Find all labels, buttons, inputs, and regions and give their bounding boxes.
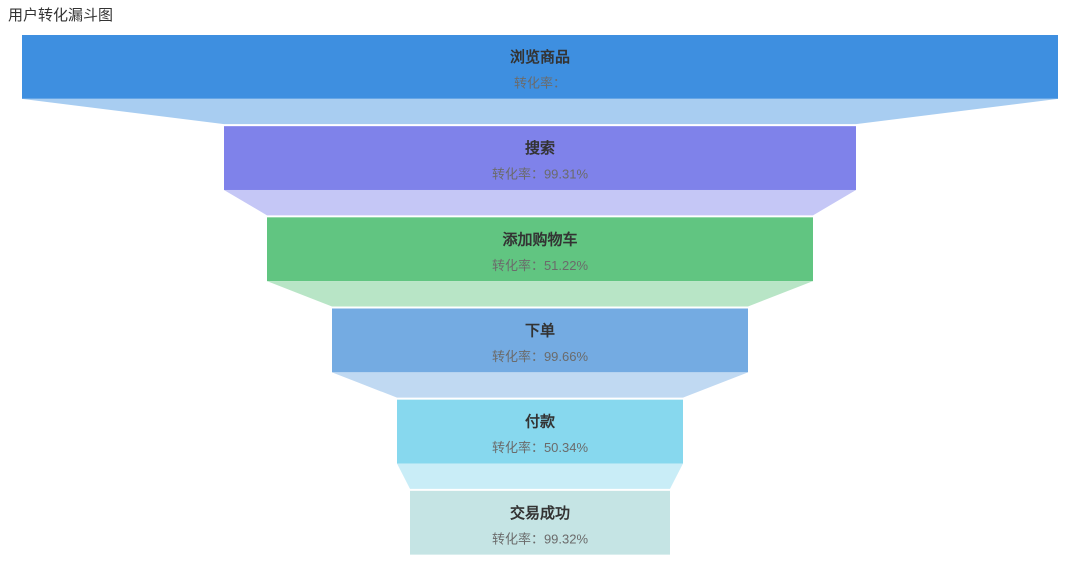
funnel-stage-label: 下单 [525, 321, 555, 339]
funnel-stage-label: 搜索 [525, 139, 555, 157]
funnel-stage-label: 添加购物车 [502, 230, 577, 248]
funnel-chart: 用户转化漏斗图 浏览商品转化率：搜索转化率：99.31%添加购物车转化率：51.… [0, 0, 1080, 588]
funnel-connector-3 [332, 372, 748, 397]
funnel-stage-rate: 转化率：99.31% [492, 167, 589, 182]
funnel-stage-rate: 转化率：99.32% [492, 531, 589, 546]
funnel-stage-rate: 转化率：99.66% [492, 349, 589, 364]
funnel-connector-4 [397, 463, 683, 488]
funnel-connector-1 [224, 190, 856, 215]
funnel-stage-rate: 转化率：51.22% [492, 258, 589, 273]
funnel-stage-rate: 转化率：50.34% [492, 440, 589, 455]
funnel-svg: 浏览商品转化率： 搜索转化率：99.31% 添加购物车转化率：51.22% 下单转化率… [0, 0, 1080, 588]
funnel-stage-rate: 转化率： [514, 76, 566, 91]
funnel-stage-label: 付款 [525, 413, 556, 431]
funnel-stage-label: 交易成功 [510, 504, 570, 522]
funnel-connector-2 [267, 281, 813, 306]
funnel-stage-label: 浏览商品 [510, 48, 570, 66]
funnel-connector-0 [22, 99, 1058, 124]
